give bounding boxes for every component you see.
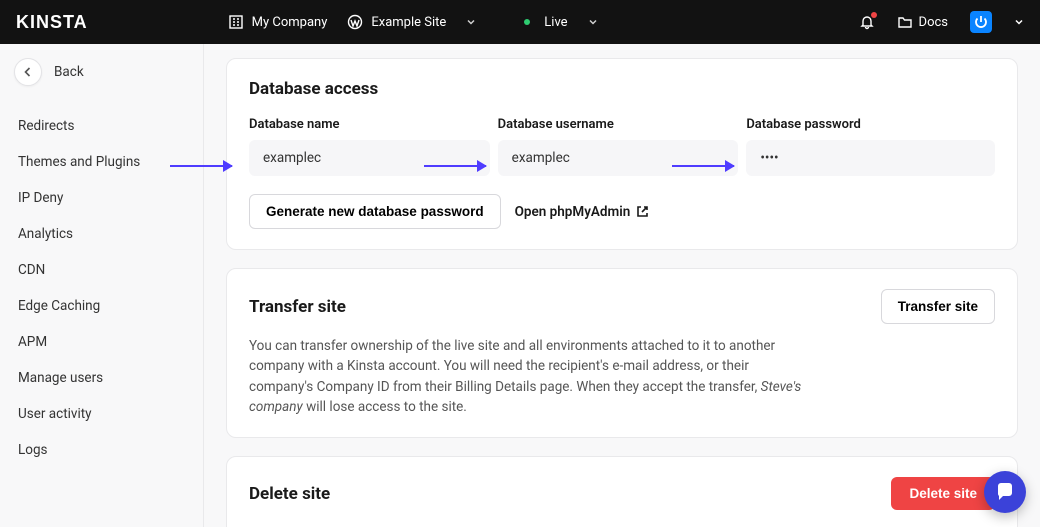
- site-name: Example Site: [371, 15, 446, 30]
- delete-heading: Delete site: [249, 484, 330, 504]
- chevron-down-icon: [588, 17, 598, 27]
- generate-password-button[interactable]: Generate new database password: [249, 194, 501, 229]
- db-user-label: Database username: [498, 117, 747, 132]
- sidebar: Back Redirects Themes and Plugins IP Den…: [0, 44, 204, 527]
- site-selector[interactable]: Example Site: [347, 14, 476, 30]
- transfer-site-card: Transfer site Transfer site You can tran…: [226, 268, 1018, 438]
- external-link-icon: [636, 205, 649, 218]
- transfer-description: You can transfer ownership of the live s…: [249, 336, 809, 417]
- sidebar-item-themes-plugins[interactable]: Themes and Plugins: [0, 144, 203, 180]
- database-access-card: Database access Database name examplec D…: [226, 58, 1018, 250]
- chevron-down-icon[interactable]: [1014, 17, 1024, 27]
- company-selector[interactable]: My Company: [228, 14, 328, 30]
- live-dot-icon: [524, 19, 530, 25]
- avatar[interactable]: [970, 11, 992, 33]
- folder-icon: [897, 14, 913, 30]
- chat-button[interactable]: [984, 471, 1026, 513]
- env-selector[interactable]: Live: [500, 15, 597, 30]
- sidebar-item-cdn[interactable]: CDN: [0, 252, 203, 288]
- env-label: Live: [544, 15, 567, 30]
- power-icon: [974, 15, 988, 29]
- delete-site-button[interactable]: Delete site: [891, 477, 995, 510]
- transfer-heading: Transfer site: [249, 297, 346, 317]
- sidebar-item-redirects[interactable]: Redirects: [0, 108, 203, 144]
- main-content: Database access Database name examplec D…: [204, 44, 1040, 527]
- topbar: KINSTA My Company Example Site Live Docs: [0, 0, 1040, 44]
- sidebar-item-analytics[interactable]: Analytics: [0, 216, 203, 252]
- db-name-label: Database name: [249, 117, 498, 132]
- notifications-button[interactable]: [859, 14, 875, 30]
- delete-site-card: Delete site Delete site: [226, 456, 1018, 527]
- chat-icon: [995, 482, 1015, 502]
- sidebar-item-logs[interactable]: Logs: [0, 432, 203, 468]
- chevron-down-icon: [466, 17, 476, 27]
- notification-dot: [871, 12, 877, 18]
- back-label: Back: [54, 64, 84, 80]
- wordpress-icon: [347, 14, 363, 30]
- back-button[interactable]: [14, 58, 42, 86]
- docs-link[interactable]: Docs: [897, 14, 948, 30]
- open-phpmyadmin-link[interactable]: Open phpMyAdmin: [515, 204, 650, 220]
- sidebar-item-ip-deny[interactable]: IP Deny: [0, 180, 203, 216]
- sidebar-item-user-activity[interactable]: User activity: [0, 396, 203, 432]
- arrow-left-icon: [21, 65, 35, 79]
- sidebar-item-manage-users[interactable]: Manage users: [0, 360, 203, 396]
- building-icon: [228, 14, 244, 30]
- db-name-value[interactable]: examplec: [249, 140, 490, 176]
- db-user-value[interactable]: examplec: [498, 140, 739, 176]
- phpmyadmin-label: Open phpMyAdmin: [515, 204, 631, 220]
- logo[interactable]: KINSTA: [16, 12, 88, 33]
- db-pass-value[interactable]: ••••: [746, 140, 995, 176]
- transfer-site-button[interactable]: Transfer site: [881, 289, 995, 324]
- docs-label: Docs: [919, 15, 948, 30]
- company-name: My Company: [252, 15, 328, 30]
- sidebar-item-edge-caching[interactable]: Edge Caching: [0, 288, 203, 324]
- db-pass-label: Database password: [746, 117, 995, 132]
- db-heading: Database access: [249, 79, 995, 99]
- sidebar-item-apm[interactable]: APM: [0, 324, 203, 360]
